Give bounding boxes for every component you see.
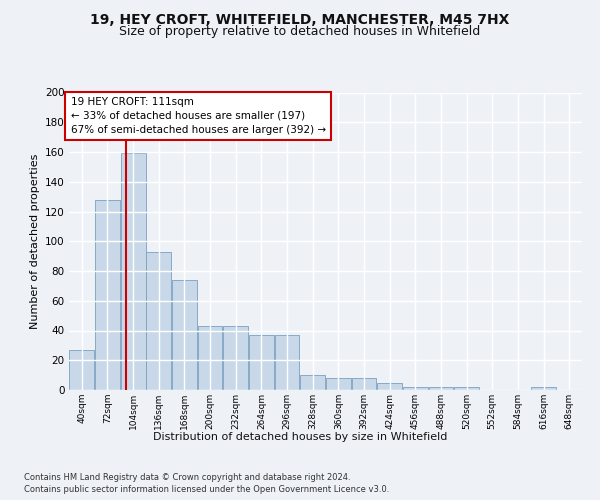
Bar: [428, 387, 454, 390]
Y-axis label: Number of detached properties: Number of detached properties: [29, 154, 40, 329]
Bar: [70, 350, 94, 390]
Text: Contains public sector information licensed under the Open Government Licence v3: Contains public sector information licen…: [24, 485, 389, 494]
Text: Size of property relative to detached houses in Whitefield: Size of property relative to detached ho…: [119, 25, 481, 38]
Bar: [197, 326, 223, 390]
Text: Distribution of detached houses by size in Whitefield: Distribution of detached houses by size …: [153, 432, 447, 442]
Bar: [223, 326, 248, 390]
Text: Contains HM Land Registry data © Crown copyright and database right 2024.: Contains HM Land Registry data © Crown c…: [24, 472, 350, 482]
Text: 19, HEY CROFT, WHITEFIELD, MANCHESTER, M45 7HX: 19, HEY CROFT, WHITEFIELD, MANCHESTER, M…: [91, 12, 509, 26]
Bar: [531, 387, 556, 390]
Bar: [249, 335, 274, 390]
Bar: [454, 387, 479, 390]
Bar: [300, 375, 325, 390]
Text: 19 HEY CROFT: 111sqm
← 33% of detached houses are smaller (197)
67% of semi-deta: 19 HEY CROFT: 111sqm ← 33% of detached h…: [71, 97, 326, 135]
Bar: [121, 154, 146, 390]
Bar: [352, 378, 376, 390]
Bar: [326, 378, 351, 390]
Bar: [95, 200, 120, 390]
Bar: [146, 252, 171, 390]
Bar: [377, 382, 402, 390]
Bar: [403, 387, 428, 390]
Bar: [172, 280, 197, 390]
Bar: [275, 335, 299, 390]
